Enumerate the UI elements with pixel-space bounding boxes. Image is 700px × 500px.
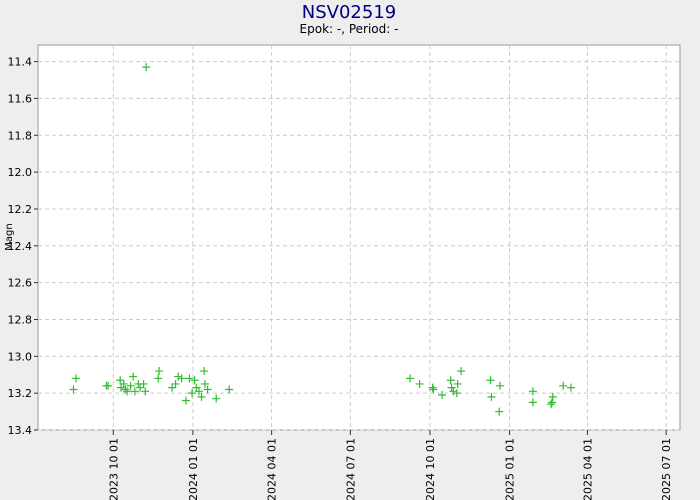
data-point [129, 372, 138, 381]
data-point [528, 387, 537, 396]
data-point [69, 385, 78, 394]
y-tick-label: 12.2 [8, 203, 33, 216]
data-point [449, 387, 458, 396]
data-point [104, 381, 113, 390]
y-tick-label: 11.6 [8, 92, 33, 105]
data-point [154, 374, 163, 383]
data-point [406, 374, 415, 383]
data-point [203, 385, 212, 394]
data-point [438, 391, 447, 399]
data-point [139, 379, 148, 388]
plot-area [37, 44, 681, 431]
data-point [194, 387, 203, 396]
x-tick-label: 2024 10 01 [424, 438, 437, 500]
y-tick-label: 13.0 [8, 350, 33, 363]
data-point [415, 379, 424, 388]
chart-title: NSV02519 [302, 2, 396, 23]
y-tick-label: 11.8 [8, 129, 33, 142]
data-point [225, 385, 234, 394]
y-tick-label: 12.8 [8, 313, 33, 326]
y-tick-label: 13.4 [8, 424, 33, 437]
data-point [486, 376, 495, 385]
data-point [496, 381, 505, 390]
x-tick-label: 2025 07 01 [660, 438, 673, 500]
x-tick-label: 2024 07 01 [344, 438, 357, 500]
data-point [142, 63, 151, 72]
x-tick-label: 2024 01 01 [187, 438, 200, 500]
data-point [188, 389, 197, 398]
data-point [174, 372, 183, 381]
y-tick-label: 12.4 [8, 240, 33, 253]
data-point [495, 407, 504, 416]
data-point [547, 398, 556, 407]
data-point [453, 379, 462, 388]
data-point [72, 374, 81, 383]
data-point [548, 392, 557, 401]
data-point [136, 383, 145, 392]
data-point [446, 376, 455, 385]
data-point [200, 367, 209, 376]
y-tick-label: 12.0 [8, 166, 33, 179]
data-point [171, 379, 180, 388]
y-tick-label: 11.4 [8, 56, 33, 69]
data-point [119, 379, 128, 388]
x-tick-label: 2024 04 01 [266, 438, 279, 500]
y-tick-label: 12.6 [8, 277, 33, 290]
x-tick-label: 2025 04 01 [581, 438, 594, 500]
chart-subtitle: Epok: -, Period: - [300, 22, 399, 36]
data-point [197, 392, 206, 401]
data-point [566, 383, 575, 392]
data-point [429, 385, 438, 394]
y-axis-label: Magn [4, 223, 15, 250]
data-point [452, 389, 461, 398]
x-tick-label: 2025 01 01 [504, 438, 517, 500]
data-point [212, 394, 221, 403]
data-point [528, 398, 537, 407]
data-point [126, 381, 135, 390]
data-point [547, 400, 556, 409]
data-point [168, 383, 177, 392]
data-point [155, 367, 164, 376]
data-point [121, 385, 130, 394]
data-point [200, 379, 209, 388]
data-point [190, 376, 199, 385]
data-point [559, 381, 568, 390]
data-point [177, 374, 186, 383]
data-point [447, 383, 456, 392]
data-point [487, 392, 496, 401]
y-tick-label: 13.2 [8, 387, 33, 400]
data-point [457, 367, 466, 376]
data-point [130, 387, 139, 396]
x-tick-label: 2023 10 01 [107, 438, 120, 500]
data-point [181, 396, 190, 405]
data-point [116, 376, 125, 385]
data-point [428, 383, 437, 392]
data-point [141, 387, 150, 396]
data-point [185, 374, 194, 383]
data-point [123, 387, 132, 396]
